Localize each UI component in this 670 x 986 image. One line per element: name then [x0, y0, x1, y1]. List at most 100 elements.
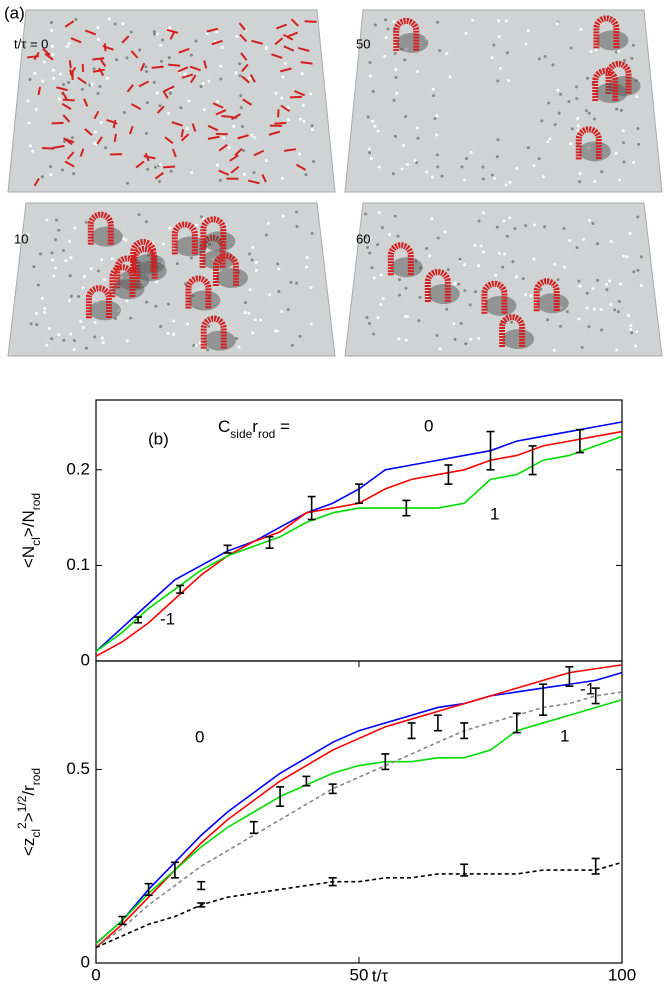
- membrane-texture: [206, 348, 210, 352]
- membrane-texture: [395, 91, 399, 95]
- membrane-texture: [553, 123, 557, 127]
- membrane-texture: [202, 108, 206, 112]
- rod: [168, 63, 181, 67]
- membrane-texture: [283, 61, 287, 65]
- membrane-texture: [587, 325, 591, 329]
- membrane-texture: [235, 336, 239, 340]
- membrane-texture: [93, 320, 97, 324]
- membrane-texture: [618, 282, 622, 286]
- membrane-texture: [371, 89, 375, 93]
- rod: [247, 179, 260, 185]
- membrane-texture: [369, 157, 373, 161]
- membrane-texture: [559, 92, 563, 96]
- membrane-texture: [161, 38, 165, 42]
- error-bar: [118, 915, 127, 926]
- membrane-texture: [28, 144, 32, 148]
- rod-cluster: [200, 315, 227, 349]
- membrane-texture: [556, 278, 560, 282]
- membrane-texture: [567, 100, 571, 104]
- membrane-texture: [169, 169, 173, 173]
- membrane-texture: [34, 107, 38, 111]
- membrane-texture: [492, 43, 496, 47]
- rod: [249, 74, 256, 83]
- text-segment: 1/2: [15, 795, 29, 812]
- rod: [229, 154, 239, 162]
- rod: [207, 135, 220, 140]
- membrane-texture: [446, 268, 450, 272]
- membrane-texture: [436, 165, 440, 169]
- membrane-texture: [240, 125, 244, 129]
- membrane-texture: [368, 74, 372, 78]
- rod: [241, 75, 250, 84]
- membrane-texture: [97, 269, 101, 273]
- membrane-texture: [404, 286, 408, 290]
- rod: [180, 129, 185, 138]
- membrane-texture: [145, 101, 149, 105]
- membrane-texture: [189, 53, 193, 57]
- membrane-texture: [383, 54, 387, 58]
- membrane-texture: [69, 256, 73, 260]
- membrane-texture: [286, 106, 290, 110]
- membrane-texture: [62, 338, 66, 342]
- membrane-texture: [175, 262, 179, 266]
- membrane-texture: [159, 59, 163, 63]
- membrane-texture: [453, 337, 457, 341]
- membrane-texture: [184, 282, 188, 286]
- membrane-texture: [162, 242, 166, 246]
- rod-cluster: [212, 253, 239, 286]
- rod-cluster-shadow: [215, 267, 248, 288]
- membrane-texture: [575, 97, 579, 101]
- error-bar: [302, 775, 311, 787]
- membrane-texture: [294, 210, 298, 214]
- membrane-texture: [38, 252, 42, 256]
- rod: [239, 33, 248, 43]
- membrane-texture: [630, 57, 634, 61]
- membrane-texture: [458, 257, 462, 261]
- membrane-texture: [57, 333, 61, 337]
- membrane-texture: [621, 129, 625, 133]
- membrane-texture: [464, 31, 468, 35]
- rod: [234, 148, 243, 157]
- membrane-texture: [159, 43, 163, 47]
- rod: [130, 103, 142, 111]
- membrane-texture: [468, 303, 472, 307]
- membrane-texture: [250, 258, 254, 262]
- membrane-texture: [251, 245, 255, 249]
- membrane-texture: [89, 267, 93, 271]
- membrane-texture: [639, 283, 643, 287]
- error-bar: [328, 877, 337, 887]
- membrane-texture: [460, 165, 464, 169]
- membrane-texture: [578, 284, 582, 288]
- membrane-texture: [105, 76, 109, 80]
- membrane-texture: [372, 276, 376, 280]
- rod: [143, 155, 156, 160]
- membrane-texture: [555, 22, 559, 26]
- rod: [215, 109, 227, 116]
- membrane-texture: [632, 270, 636, 274]
- membrane-texture: [621, 254, 625, 258]
- membrane-texture: [482, 250, 486, 254]
- membrane-texture: [490, 56, 494, 60]
- membrane-texture: [235, 34, 239, 38]
- membrane-texture: [295, 281, 299, 285]
- membrane-texture: [415, 161, 419, 165]
- rod: [61, 102, 72, 111]
- rod: [181, 73, 194, 79]
- membrane-texture: [125, 299, 129, 303]
- rod: [295, 163, 307, 171]
- rod-cluster: [109, 264, 136, 298]
- membrane-texture: [155, 280, 159, 284]
- membrane-texture: [591, 221, 595, 225]
- membrane-texture: [207, 324, 211, 328]
- membrane-texture: [396, 234, 400, 238]
- rod-cluster-shadow: [502, 329, 535, 350]
- error-bar: [402, 499, 411, 517]
- rod: [162, 90, 169, 99]
- membrane-texture: [373, 124, 377, 128]
- membrane-texture: [397, 337, 401, 341]
- rod: [180, 133, 190, 142]
- membrane-texture: [69, 332, 73, 336]
- membrane-texture: [125, 339, 129, 343]
- error-bar: [407, 722, 416, 740]
- membrane-texture: [304, 265, 308, 269]
